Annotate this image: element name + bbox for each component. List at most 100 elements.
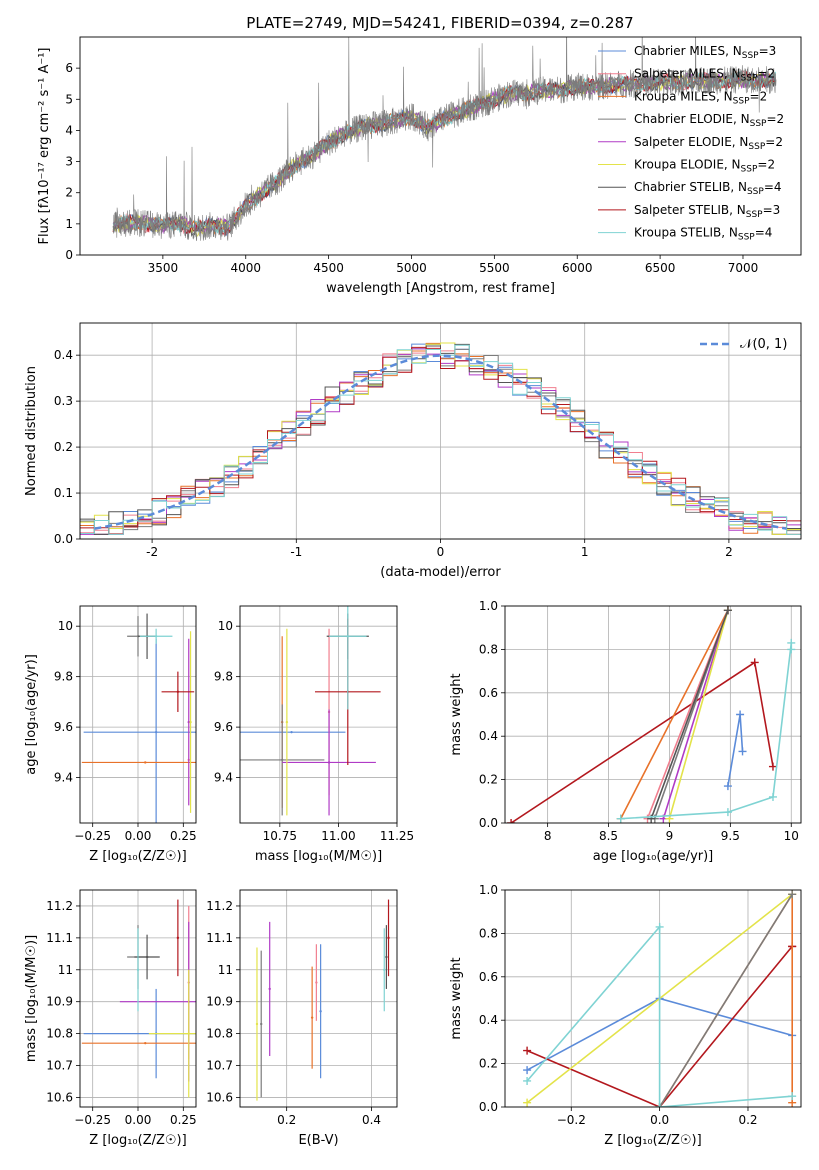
legend-entry-label: Chabrier STELIB, NSSP=4 — [634, 180, 782, 197]
data-point — [327, 761, 331, 764]
x-tick-label: 0.2 — [738, 1113, 757, 1127]
observed-spectrum-line — [112, 37, 777, 242]
plus-marker — [768, 762, 777, 771]
y-tick-label: 0.8 — [479, 642, 498, 656]
mass-weight-line — [619, 609, 729, 820]
x-tick-label: −0.2 — [557, 1113, 586, 1127]
x-axis-label: (data-model)/error — [380, 565, 501, 580]
mass-vs-Z-plot-area — [81, 899, 196, 1098]
x-tick-label: 4500 — [313, 261, 344, 275]
spectrum-panel: 3500 4000 4500 5000 5500 6000 6500 7000 0 1 2 3 4 5 6 C… — [37, 36, 802, 296]
y-tick-label: 11 — [58, 963, 73, 977]
mass-vs-Z-panel: −0.25 0.00 0.25 10.6 10.7 10.8 10.9 11 11.1 11.2 Z… — [24, 889, 197, 1148]
plus-marker — [647, 814, 656, 823]
x-tick-label: 0.4 — [362, 1113, 381, 1127]
x-axis-label: Z [log₁₀(Z/Z☉)] — [89, 1133, 186, 1148]
data-point — [187, 720, 190, 724]
y-tick-label: 0.4 — [479, 729, 498, 743]
y-tick-label: 0.6 — [479, 970, 498, 984]
x-tick-label: -2 — [146, 545, 158, 559]
mass-weight-vs-age-plot-area — [507, 606, 796, 823]
data-point — [176, 690, 180, 693]
y-tick-label: 11.2 — [46, 899, 73, 913]
mass-vs-EBV-panel: 0.2 0.4 10.6 10.7 10.8 10.9 11 11.1 11.2 E(B-V) — [206, 889, 398, 1148]
y-tick-label: 10.9 — [206, 995, 233, 1009]
data-point — [189, 720, 192, 724]
axes-frame — [79, 889, 197, 1108]
y-tick-label: 1 — [65, 217, 73, 231]
legend-entry-label: Kroupa MILES, NSSP=2 — [634, 89, 767, 106]
y-tick-label: 10.8 — [46, 1027, 73, 1041]
legend-entry-label: Salpeter STELIB, NSSP=3 — [634, 203, 780, 220]
plus-marker — [787, 645, 796, 654]
y-axis-label: mass [log₁₀(M/M☉)] — [24, 935, 39, 1062]
y-tick-label: 4 — [65, 123, 73, 137]
mass-weight-line — [526, 945, 793, 1107]
mass-vs-EBV-plot-area — [255, 899, 390, 1101]
y-tick-label: 0.4 — [479, 1013, 498, 1027]
legend-entry-label: Salpeter MILES, NSSP=2 — [634, 67, 775, 84]
axes-frame — [239, 889, 398, 1108]
x-tick-label: 5500 — [479, 261, 510, 275]
y-tick-label: 11.1 — [46, 931, 73, 945]
x-tick-label: 10.75 — [263, 829, 297, 843]
axes-frame — [504, 605, 802, 824]
age-vs-Z-plot-area — [81, 613, 196, 823]
x-tick-label: 9 — [666, 829, 674, 843]
y-tick-label: 9.8 — [214, 670, 233, 684]
data-point — [310, 1016, 314, 1019]
plus-marker — [616, 814, 625, 823]
spectrum-legend: Chabrier MILES, NSSP=3 Salpeter MILES, NS… — [598, 44, 784, 243]
plus-marker — [523, 1066, 532, 1075]
y-tick-label: 11.2 — [206, 899, 233, 913]
axes-frame — [79, 605, 197, 824]
residual-histogram-panel: -2 -1 0 1 2 0.0 0.1 0.2 0.3 0.4 𝒩(0, 1) (data-model… — [24, 322, 802, 580]
plus-marker — [738, 747, 747, 756]
plus-marker — [750, 658, 759, 667]
legend-entry-label: Kroupa STELIB, NSSP=4 — [634, 226, 772, 243]
x-tick-label: 9.5 — [721, 829, 740, 843]
y-tick-label: 0.0 — [54, 532, 73, 546]
y-tick-label: 10.9 — [46, 995, 73, 1009]
x-tick-label: 0.25 — [170, 1113, 197, 1127]
plus-marker — [655, 922, 664, 931]
plus-marker — [523, 1046, 532, 1055]
data-point — [154, 635, 158, 638]
y-tick-label: 9.6 — [54, 720, 73, 734]
x-tick-label: 6500 — [645, 261, 676, 275]
y-tick-label: 0.0 — [479, 1100, 498, 1114]
age-vs-mass-plot-area — [240, 606, 381, 816]
y-tick-label: 11 — [218, 963, 233, 977]
plus-marker — [768, 792, 777, 801]
data-point — [285, 720, 289, 724]
spectrum-plot-area — [112, 37, 777, 242]
axes-frame — [504, 889, 802, 1108]
x-axis-label: wavelength [Angstrom, rest frame] — [326, 281, 555, 296]
y-tick-label: 10 — [58, 619, 73, 633]
figure-title: PLATE=2749, MJD=54241, FIBERID=0394, z=0… — [246, 14, 633, 32]
axes-frame — [239, 605, 398, 824]
y-tick-label: 10.7 — [46, 1059, 73, 1073]
histogram-step — [80, 346, 801, 535]
plus-marker — [723, 606, 732, 615]
data-point — [290, 730, 293, 734]
legend-entry-label: Chabrier MILES, NSSP=3 — [634, 44, 776, 61]
plus-marker — [788, 890, 797, 899]
y-tick-label: 0.4 — [54, 348, 73, 362]
axes-frame — [79, 36, 802, 256]
y-tick-label: 0.2 — [479, 1057, 498, 1071]
x-tick-label: 10 — [784, 829, 799, 843]
data-point — [187, 1032, 190, 1035]
data-point — [154, 730, 158, 734]
plus-marker — [523, 1098, 532, 1107]
y-tick-label: 10.6 — [206, 1090, 233, 1104]
y-tick-label: 11.1 — [206, 931, 233, 945]
x-tick-label: 4000 — [230, 261, 261, 275]
x-tick-label: 8 — [544, 829, 552, 843]
y-tick-label: 0.6 — [479, 686, 498, 700]
y-tick-label: 10 — [218, 619, 233, 633]
plus-marker — [523, 1076, 532, 1085]
y-tick-label: 5 — [65, 92, 73, 106]
y-tick-label: 10.7 — [206, 1059, 233, 1073]
